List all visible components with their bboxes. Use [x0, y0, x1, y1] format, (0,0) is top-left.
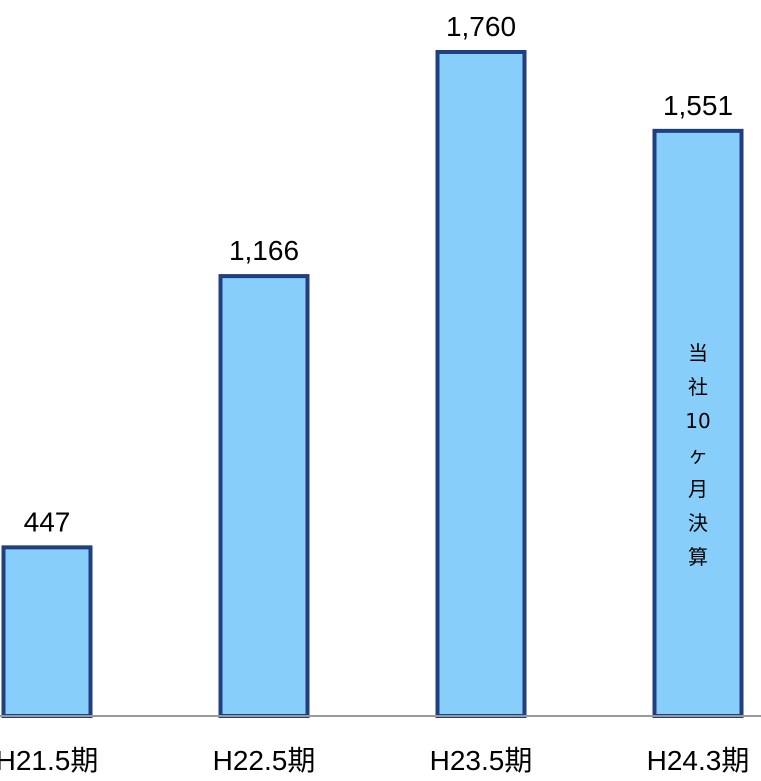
bar-1 [1, 545, 93, 718]
bar-note-4: 当社 10 ヶ月決算 [685, 341, 710, 569]
category-label-4: H24.3期 [647, 745, 750, 776]
category-label-2: H22.5期 [213, 745, 316, 776]
value-label-4: 1,551 [663, 90, 733, 121]
value-label-3: 1,760 [446, 11, 516, 42]
value-label-2: 1,166 [229, 235, 299, 266]
category-label-1: H21.5期 [0, 745, 98, 776]
labels-group: 447 H21.5期 1,166 H22.5期 1,760 H23.5期 1,551 H24.… [0, 11, 749, 776]
value-label-1: 447 [24, 506, 71, 537]
bar-3 [435, 50, 527, 718]
bar-2 [218, 274, 310, 718]
category-label-3: H23.5期 [430, 745, 533, 776]
bar-4 [652, 128, 744, 719]
bars-group [1, 50, 744, 719]
